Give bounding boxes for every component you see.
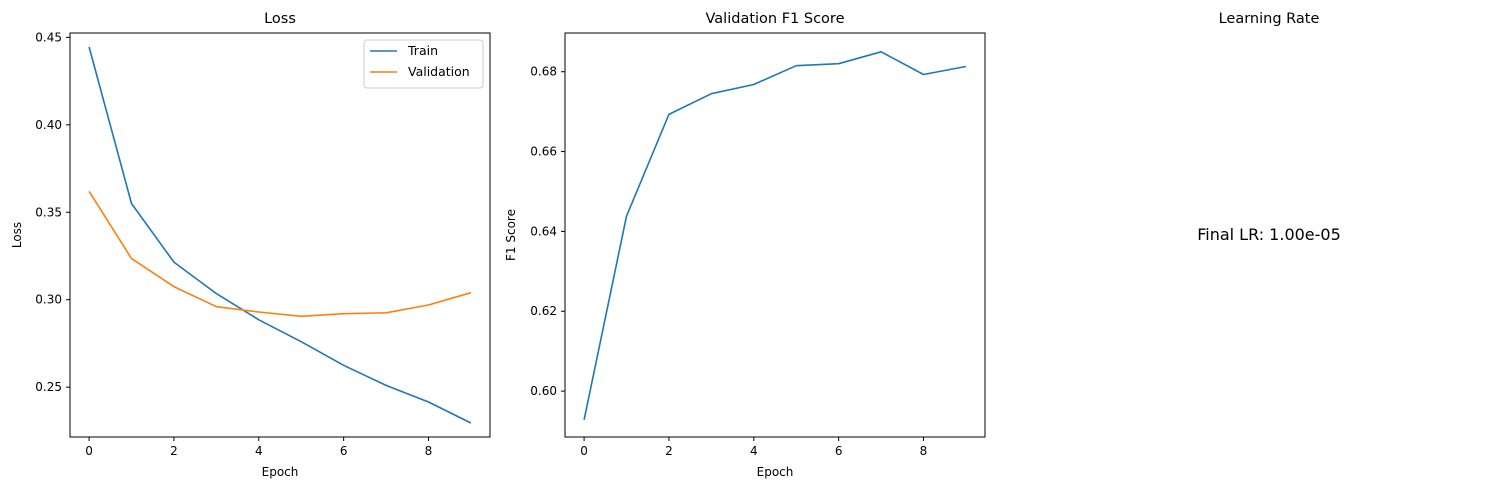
f1-ylabel: F1 Score [504, 209, 518, 261]
f1-f1-line [583, 50, 967, 420]
loss-xtick-label: 6 [340, 444, 348, 458]
loss-ytick-label: 0.35 [35, 205, 62, 219]
f1-xtick-label: 0 [580, 444, 588, 458]
f1-panel: Validation F1 Score 0 2 4 6 8 0.60 0.62 0.64 0.6… [504, 11, 986, 479]
loss-legend: Train Validation [363, 39, 484, 89]
loss-ylabel: Loss [10, 222, 24, 248]
f1-xtick-label: 8 [920, 444, 928, 458]
f1-xlabel: Epoch [757, 465, 794, 479]
loss-ytick-label: 0.45 [35, 30, 62, 44]
f1-title: Validation F1 Score [706, 11, 845, 27]
loss-xtick-label: 0 [85, 444, 93, 458]
f1-ytick-label: 0.68 [530, 65, 557, 79]
f1-ytick-label: 0.66 [530, 145, 557, 159]
loss-xtick-label: 4 [255, 444, 263, 458]
lr-panel: Learning Rate Final LR: 1.00e-05 [1197, 11, 1341, 244]
loss-ytick-label: 0.30 [35, 293, 62, 307]
loss-train-line [88, 46, 472, 424]
lr-title: Learning Rate [1219, 11, 1320, 27]
f1-xtick-label: 6 [835, 444, 843, 458]
loss-panel: Loss 0 2 4 6 8 0.25 0.30 0.35 0.40 0.45 Epoch Los… [10, 11, 491, 479]
f1-ytick-label: 0.64 [530, 224, 557, 238]
loss-xlabel: Epoch [262, 465, 299, 479]
loss-ytick-label: 0.40 [35, 118, 62, 132]
final-lr-annotation: Final LR: 1.00e-05 [1197, 225, 1341, 244]
legend-train-label: Train [407, 43, 438, 58]
loss-ytick-label: 0.25 [35, 380, 62, 394]
loss-title: Loss [264, 11, 296, 27]
f1-xtick-label: 4 [750, 444, 758, 458]
loss-xtick-label: 2 [170, 444, 178, 458]
f1-ytick-label: 0.62 [530, 304, 557, 318]
loss-plot-frame [69, 32, 491, 438]
f1-xtick-label: 2 [665, 444, 673, 458]
legend-frame [363, 39, 484, 89]
loss-validation-line [88, 190, 472, 318]
f1-plot-frame [564, 32, 986, 438]
f1-ytick-label: 0.60 [530, 384, 557, 398]
legend-validation-label: Validation [408, 64, 470, 79]
loss-xtick-label: 8 [425, 444, 433, 458]
